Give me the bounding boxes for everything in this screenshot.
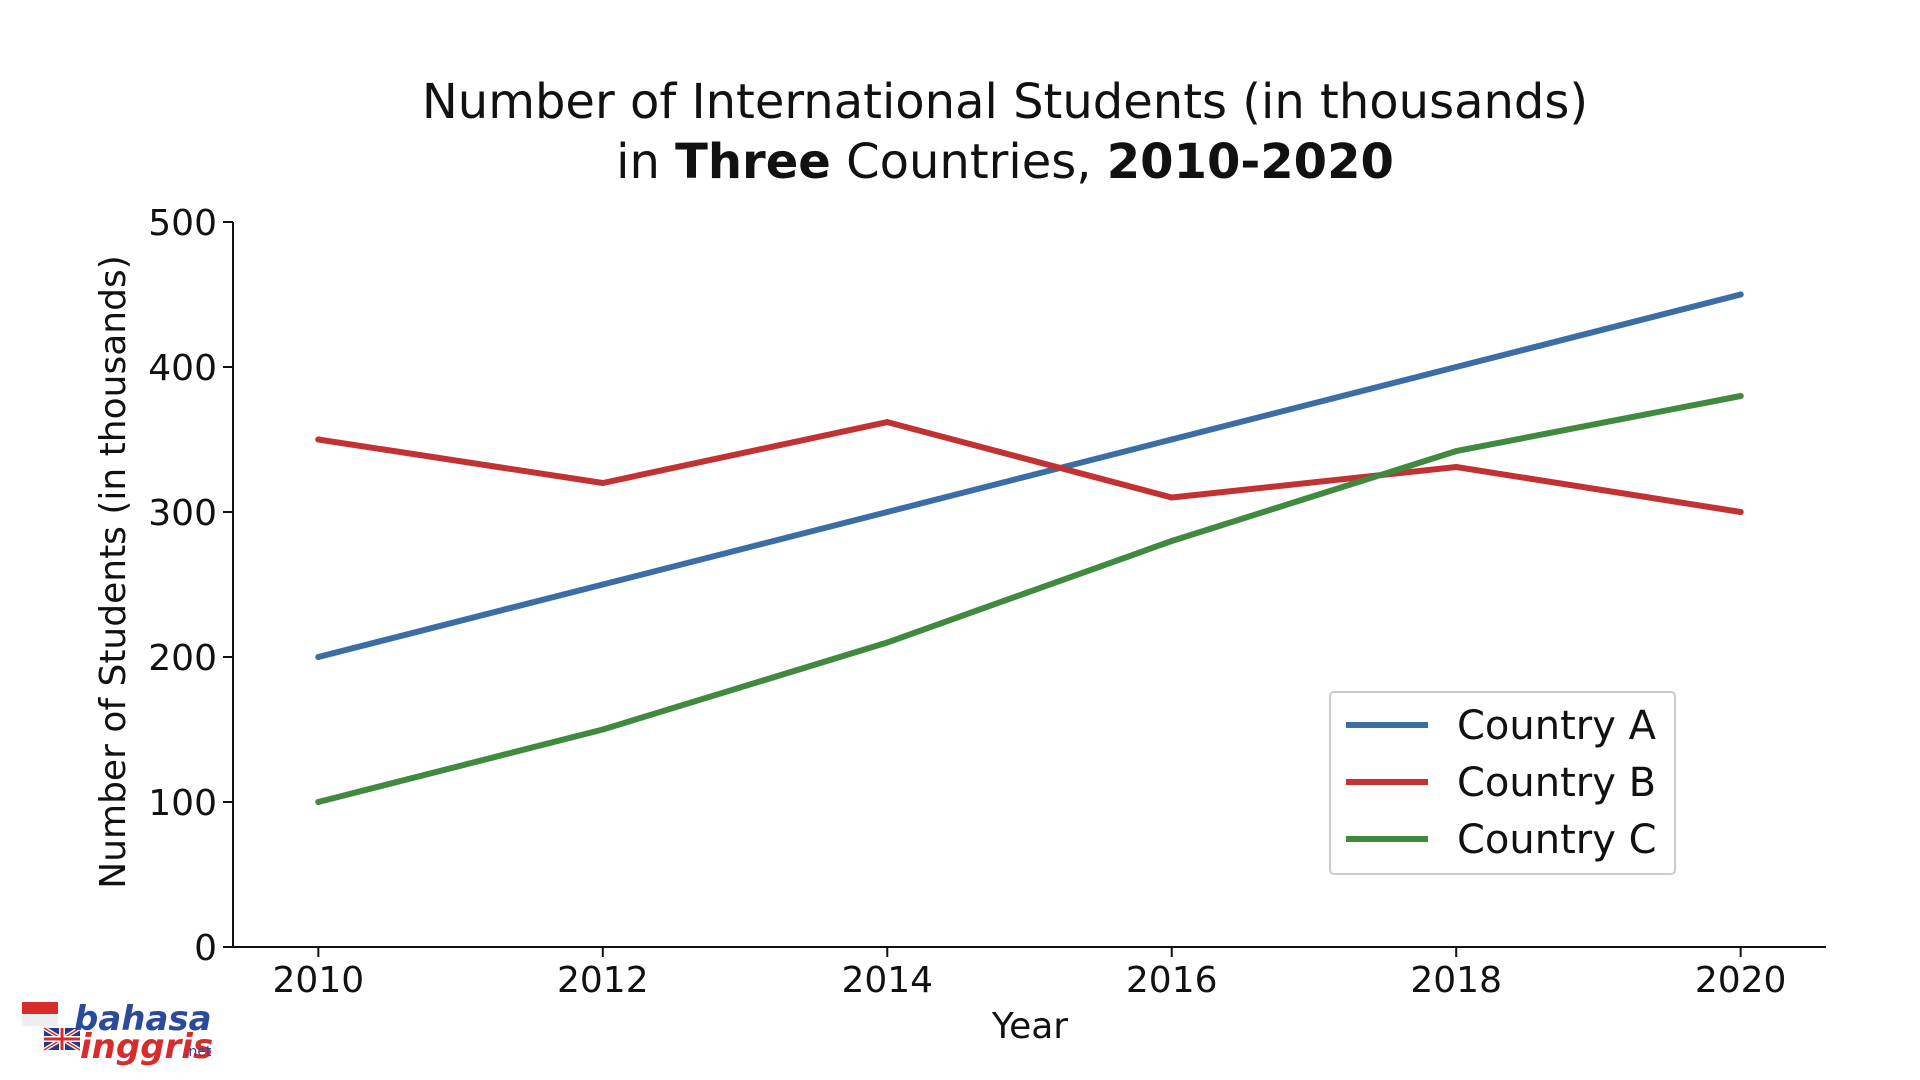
watermark-line2: inggris (80, 1027, 213, 1067)
title-segment: Three (675, 134, 831, 190)
x-axis-label: Year (991, 1006, 1068, 1047)
series-group (315, 291, 1744, 805)
y-tick-label: 300 (148, 493, 217, 534)
y-tick-label: 400 (148, 348, 217, 389)
data-point-country-c (315, 799, 322, 805)
data-point-country-a (884, 509, 891, 515)
data-point-country-c (599, 726, 606, 733)
chart-title: Number of International Students (in tho… (422, 74, 1588, 190)
data-point-country-c (1453, 448, 1460, 455)
watermark-logo: bahasa inggris .net (22, 999, 213, 1067)
legend-label-country-b: Country B (1457, 760, 1656, 806)
flag-red-icon (22, 1002, 58, 1014)
watermark-suffix: .net (184, 1044, 212, 1060)
x-tick-label: 2020 (1695, 960, 1787, 1001)
title-segment: 2010-2020 (1107, 134, 1394, 190)
series-line-country-a (315, 291, 1744, 660)
series-line-country-c (315, 393, 1744, 805)
y-tick-label: 500 (148, 203, 217, 244)
flag-white-icon (22, 1014, 58, 1026)
x-tick-label: 2012 (557, 960, 649, 1001)
data-point-country-a (1737, 291, 1744, 298)
x-tick-label: 2016 (1126, 960, 1218, 1001)
y-tick-label: 0 (194, 928, 217, 969)
data-point-country-c (884, 639, 891, 646)
data-point-country-c (1737, 393, 1744, 399)
data-point-country-b (1168, 494, 1175, 501)
x-tick-label: 2010 (273, 960, 365, 1001)
data-point-country-c (1168, 538, 1175, 544)
data-point-country-b (1737, 509, 1744, 515)
chart-axes (232, 222, 1826, 948)
y-tick-label: 100 (148, 783, 217, 824)
data-point-country-a (1168, 436, 1175, 443)
x-tick-label: 2014 (841, 960, 933, 1001)
watermark-line1: bahasa (74, 999, 212, 1039)
data-point-country-b (599, 480, 606, 486)
y-tick-label: 200 (148, 638, 217, 679)
legend-label-country-a: Country A (1457, 703, 1657, 749)
series-line-country-b (315, 419, 1744, 515)
chart-title-line2: in Three Countries, 2010-2020 (616, 134, 1394, 190)
union-jack-icon (42, 1026, 82, 1052)
data-point-country-b (315, 436, 322, 443)
x-tick-label: 2018 (1410, 960, 1502, 1001)
data-point-country-a (599, 581, 606, 588)
chart-title-line1: Number of International Students (in tho… (422, 74, 1588, 130)
data-point-country-a (315, 654, 322, 660)
legend-label-country-c: Country C (1457, 817, 1657, 863)
legend-box (1329, 691, 1676, 875)
title-segment: in (616, 134, 675, 190)
y-ticks: 0 100 200 300 400 500 (148, 203, 233, 969)
data-point-country-b (1453, 464, 1460, 471)
x-ticks: 2010 2012 2014 2016 2018 2020 (273, 947, 1787, 1001)
title-segment: Countries, (831, 134, 1107, 190)
data-point-country-a (1453, 364, 1460, 370)
y-axis-label: Number of Students (in thousands) (93, 255, 134, 888)
data-point-country-b (884, 419, 891, 426)
legend: Country A Country B Country C (1329, 691, 1676, 875)
